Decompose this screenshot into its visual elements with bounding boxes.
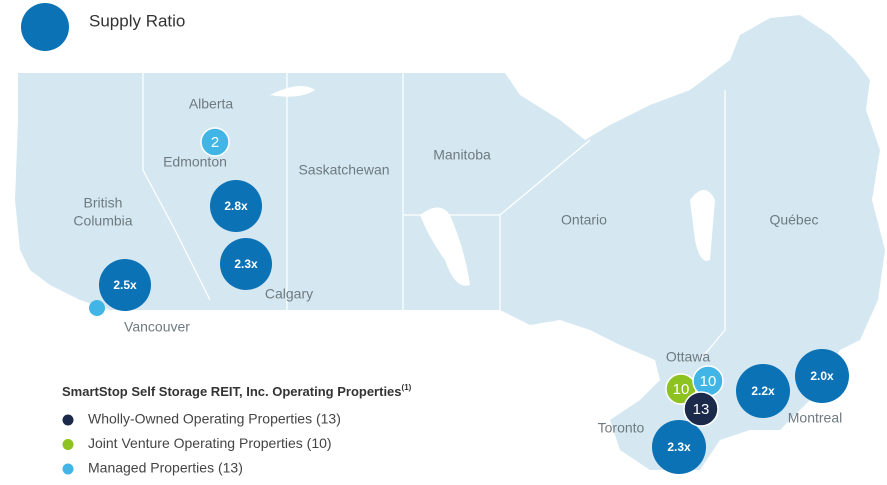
province-borders [142,73,726,361]
ratio-bubble [795,349,849,403]
ratio-label: 2.8x [224,199,248,213]
ratio-label: 2.3x [234,257,258,271]
ratio-bubble [736,364,790,418]
region-label: Québec [769,212,818,228]
region-label: British [84,195,123,211]
legend-dot [62,463,74,475]
legend-item: Wholly-Owned Operating Properties (13) [88,411,341,427]
ratio-label: 2.5x [113,278,137,292]
count-label: 10 [673,381,690,398]
city-label: Vancouver [124,319,190,335]
ratio-label: 2.0x [810,369,834,383]
legend-item: Joint Venture Operating Properties (10) [88,435,332,451]
footnote: (1) [402,383,412,392]
ratio-bubble [99,259,151,311]
ratio-bubble [210,180,262,232]
legend-bubble [21,3,69,51]
legend-dot [62,414,74,426]
count-bubble [200,127,230,157]
count-label: 2 [211,134,219,151]
legend-label: Supply Ratio [89,11,185,30]
city-label: Edmonton [163,154,227,170]
region-label: Saskatchewan [298,162,389,178]
count-label: 13 [693,401,710,418]
ratio-label: 2.2x [751,384,775,398]
legend-title-text: SmartStop Self Storage REIT, Inc. Operat… [62,384,402,399]
legend-dot [62,439,74,450]
city-label: Calgary [265,286,313,302]
legend-item: Managed Properties (13) [88,460,243,476]
city-label: Ottawa [666,349,711,365]
city-label: Montreal [788,410,842,426]
count-label: 10 [700,373,717,390]
vancouver-dot [89,300,105,316]
region-label: Columbia [73,213,132,229]
ratio-bubble [220,238,272,290]
count-bubble [683,391,719,427]
region-label: Ontario [561,212,607,228]
ratio-label: 2.3x [667,440,691,454]
region-label: Manitoba [433,147,491,163]
city-label: Toronto [598,420,645,436]
ratio-bubble [652,420,706,474]
region-label: Alberta [189,96,234,112]
legend-title: SmartStop Self Storage REIT, Inc. Operat… [62,383,412,399]
